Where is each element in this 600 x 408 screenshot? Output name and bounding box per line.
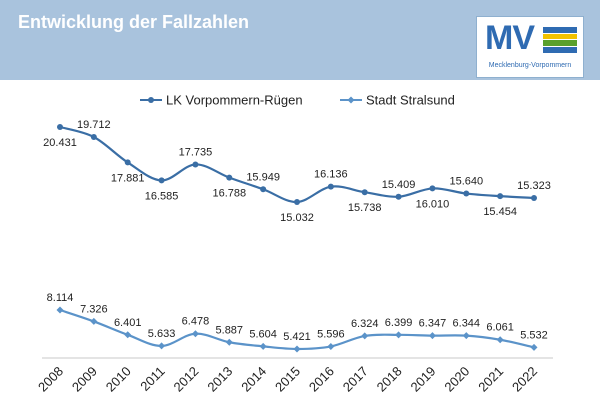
data-point [428,332,436,340]
data-label: 20.431 [43,137,77,149]
data-label: 5.887 [216,324,244,336]
data-point [327,183,334,190]
data-point [361,332,369,340]
page-title: Entwicklung der Fallzahlen [18,12,250,32]
x-tick-label: 2014 [238,364,269,395]
data-label: 15.409 [382,179,416,191]
data-point [124,159,131,166]
data-point [361,189,368,196]
flag-icon [543,27,577,53]
data-point [462,332,470,340]
data-label: 16.010 [416,198,450,210]
legend-label: Stadt Stralsund [366,93,455,108]
data-label: 16.136 [314,169,348,181]
data-label: 15.323 [517,180,551,192]
mv-logo: MV Mecklenburg-Vorpommern [476,16,584,78]
logo-subtitle: Mecklenburg-Vorpommern [488,62,572,69]
data-label: 17.735 [179,146,213,158]
data-label: 16.788 [212,188,246,200]
data-point [90,317,98,325]
data-label: 6.478 [182,316,210,328]
legend: LK Vorpommern-Rügen Stadt Stralsund [140,93,455,108]
data-point [530,343,538,351]
data-point [429,185,436,192]
data-label: 15.640 [449,176,483,188]
data-label: 16.585 [145,190,179,202]
x-tick-label: 2018 [374,364,405,395]
header-bar: Entwicklung der Fallzahlen MV Mecklenbur… [0,0,600,80]
data-label: 6.061 [486,322,514,334]
data-label: 5.532 [520,329,548,341]
data-label: 8.114 [47,292,74,304]
data-point [497,193,504,200]
data-point [225,338,233,346]
data-point [395,193,402,200]
x-tick-label: 2021 [475,364,506,395]
data-label: 19.712 [77,119,111,131]
data-point [191,330,199,338]
legend-label: LK Vorpommern-Rügen [166,93,303,108]
data-label: 6.344 [453,318,481,330]
data-label: 15.454 [483,206,517,218]
data-point [90,133,97,140]
data-point [158,177,165,184]
data-point [124,331,132,339]
data-point [496,336,504,344]
data-label: 6.324 [351,318,379,330]
legend-marker [347,96,355,104]
data-label: 6.347 [419,318,447,330]
x-tick-label: 2017 [340,364,371,395]
data-label: 5.633 [148,328,176,340]
data-label: 6.401 [114,317,142,329]
x-axis: 2008 2009 2010 2011 2012 2013 2014 2015 2016 2017… [35,357,553,395]
data-point [395,331,403,339]
x-tick-label: 2012 [170,364,201,395]
data-label: 17.881 [111,172,145,184]
data-point [226,174,233,181]
data-point [463,190,470,197]
data-label: 15.032 [280,212,314,224]
data-point [56,306,64,314]
data-point [294,199,300,205]
x-tick-label: 2019 [407,364,438,395]
x-tick-label: 2011 [137,364,167,394]
data-point [293,345,301,353]
x-tick-label: 2016 [306,364,337,395]
data-label: 7.326 [80,303,108,315]
data-point [158,342,166,350]
data-label: 6.399 [385,317,413,329]
data-point [327,342,335,350]
data-label: 15.949 [246,171,280,183]
legend-marker [148,97,154,103]
data-point [531,194,537,201]
data-label: 5.604 [249,328,277,340]
data-label: 15.738 [348,202,382,214]
data-point [57,124,63,130]
x-tick-label: 2020 [441,364,472,395]
series-line [59,125,535,204]
x-tick-label: 2008 [35,364,66,395]
x-tick-label: 2022 [509,364,540,395]
x-tick-label: 2015 [272,364,303,395]
series-2: 8.114 7.326 6.401 5.633 6.478 5.887 5.604 5.421… [47,292,548,353]
x-tick-label: 2013 [204,364,235,395]
x-tick-label: 2010 [103,364,134,395]
logo-text: MV [485,19,535,57]
data-point [260,186,267,193]
x-tick-label: 2009 [69,364,100,395]
data-point [192,161,199,168]
data-label: 5.596 [317,328,345,340]
data-label: 5.421 [283,331,311,343]
data-point [259,342,267,350]
